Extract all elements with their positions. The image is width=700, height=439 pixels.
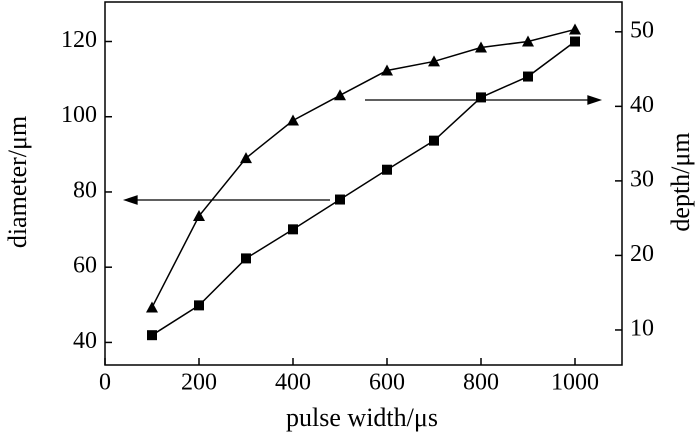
marker <box>382 164 392 175</box>
y-tick-label: 60 <box>73 253 97 279</box>
arrow-head <box>587 95 603 105</box>
marker <box>287 114 299 126</box>
y2-tick-label: 50 <box>630 17 654 43</box>
marker <box>335 194 345 205</box>
x-tick-label: 200 <box>181 370 217 396</box>
y-tick-label: 120 <box>61 27 97 53</box>
marker <box>429 135 439 146</box>
marker <box>476 92 486 103</box>
x-axis-label: pulse width/μs <box>286 403 438 432</box>
plot-frame <box>104 1 623 366</box>
marker <box>523 71 533 82</box>
marker <box>334 89 346 101</box>
y2-tick-label: 10 <box>630 315 654 341</box>
y2-tick-label: 30 <box>630 166 654 192</box>
y2-tick-label: 20 <box>630 241 654 267</box>
marker <box>381 64 393 76</box>
marker <box>193 210 205 222</box>
x-tick-label: 1000 <box>551 370 599 396</box>
y-axis-label: diameter/μm <box>3 116 32 248</box>
x-tick-label: 800 <box>463 370 499 396</box>
marker <box>241 253 251 264</box>
marker <box>570 36 580 47</box>
y2-tick-label: 40 <box>630 92 654 118</box>
y-tick-label: 40 <box>73 328 97 354</box>
marker <box>240 152 252 164</box>
marker <box>428 55 440 67</box>
y2-axis-label: depth/μm <box>666 132 695 231</box>
marker <box>522 35 534 47</box>
marker <box>569 23 581 35</box>
y-tick-label: 80 <box>73 177 97 203</box>
marker <box>288 224 298 235</box>
marker <box>194 300 204 311</box>
arrow-head <box>122 195 138 205</box>
x-tick-label: 600 <box>369 370 405 396</box>
series-line <box>151 28 576 308</box>
marker <box>475 41 487 53</box>
y-tick-label: 100 <box>61 102 97 128</box>
marker <box>146 301 158 313</box>
x-tick-label: 0 <box>99 370 111 396</box>
series-line <box>151 40 576 336</box>
marker <box>147 330 157 341</box>
annotation-arrows <box>122 95 603 205</box>
x-tick-label: 400 <box>275 370 311 396</box>
